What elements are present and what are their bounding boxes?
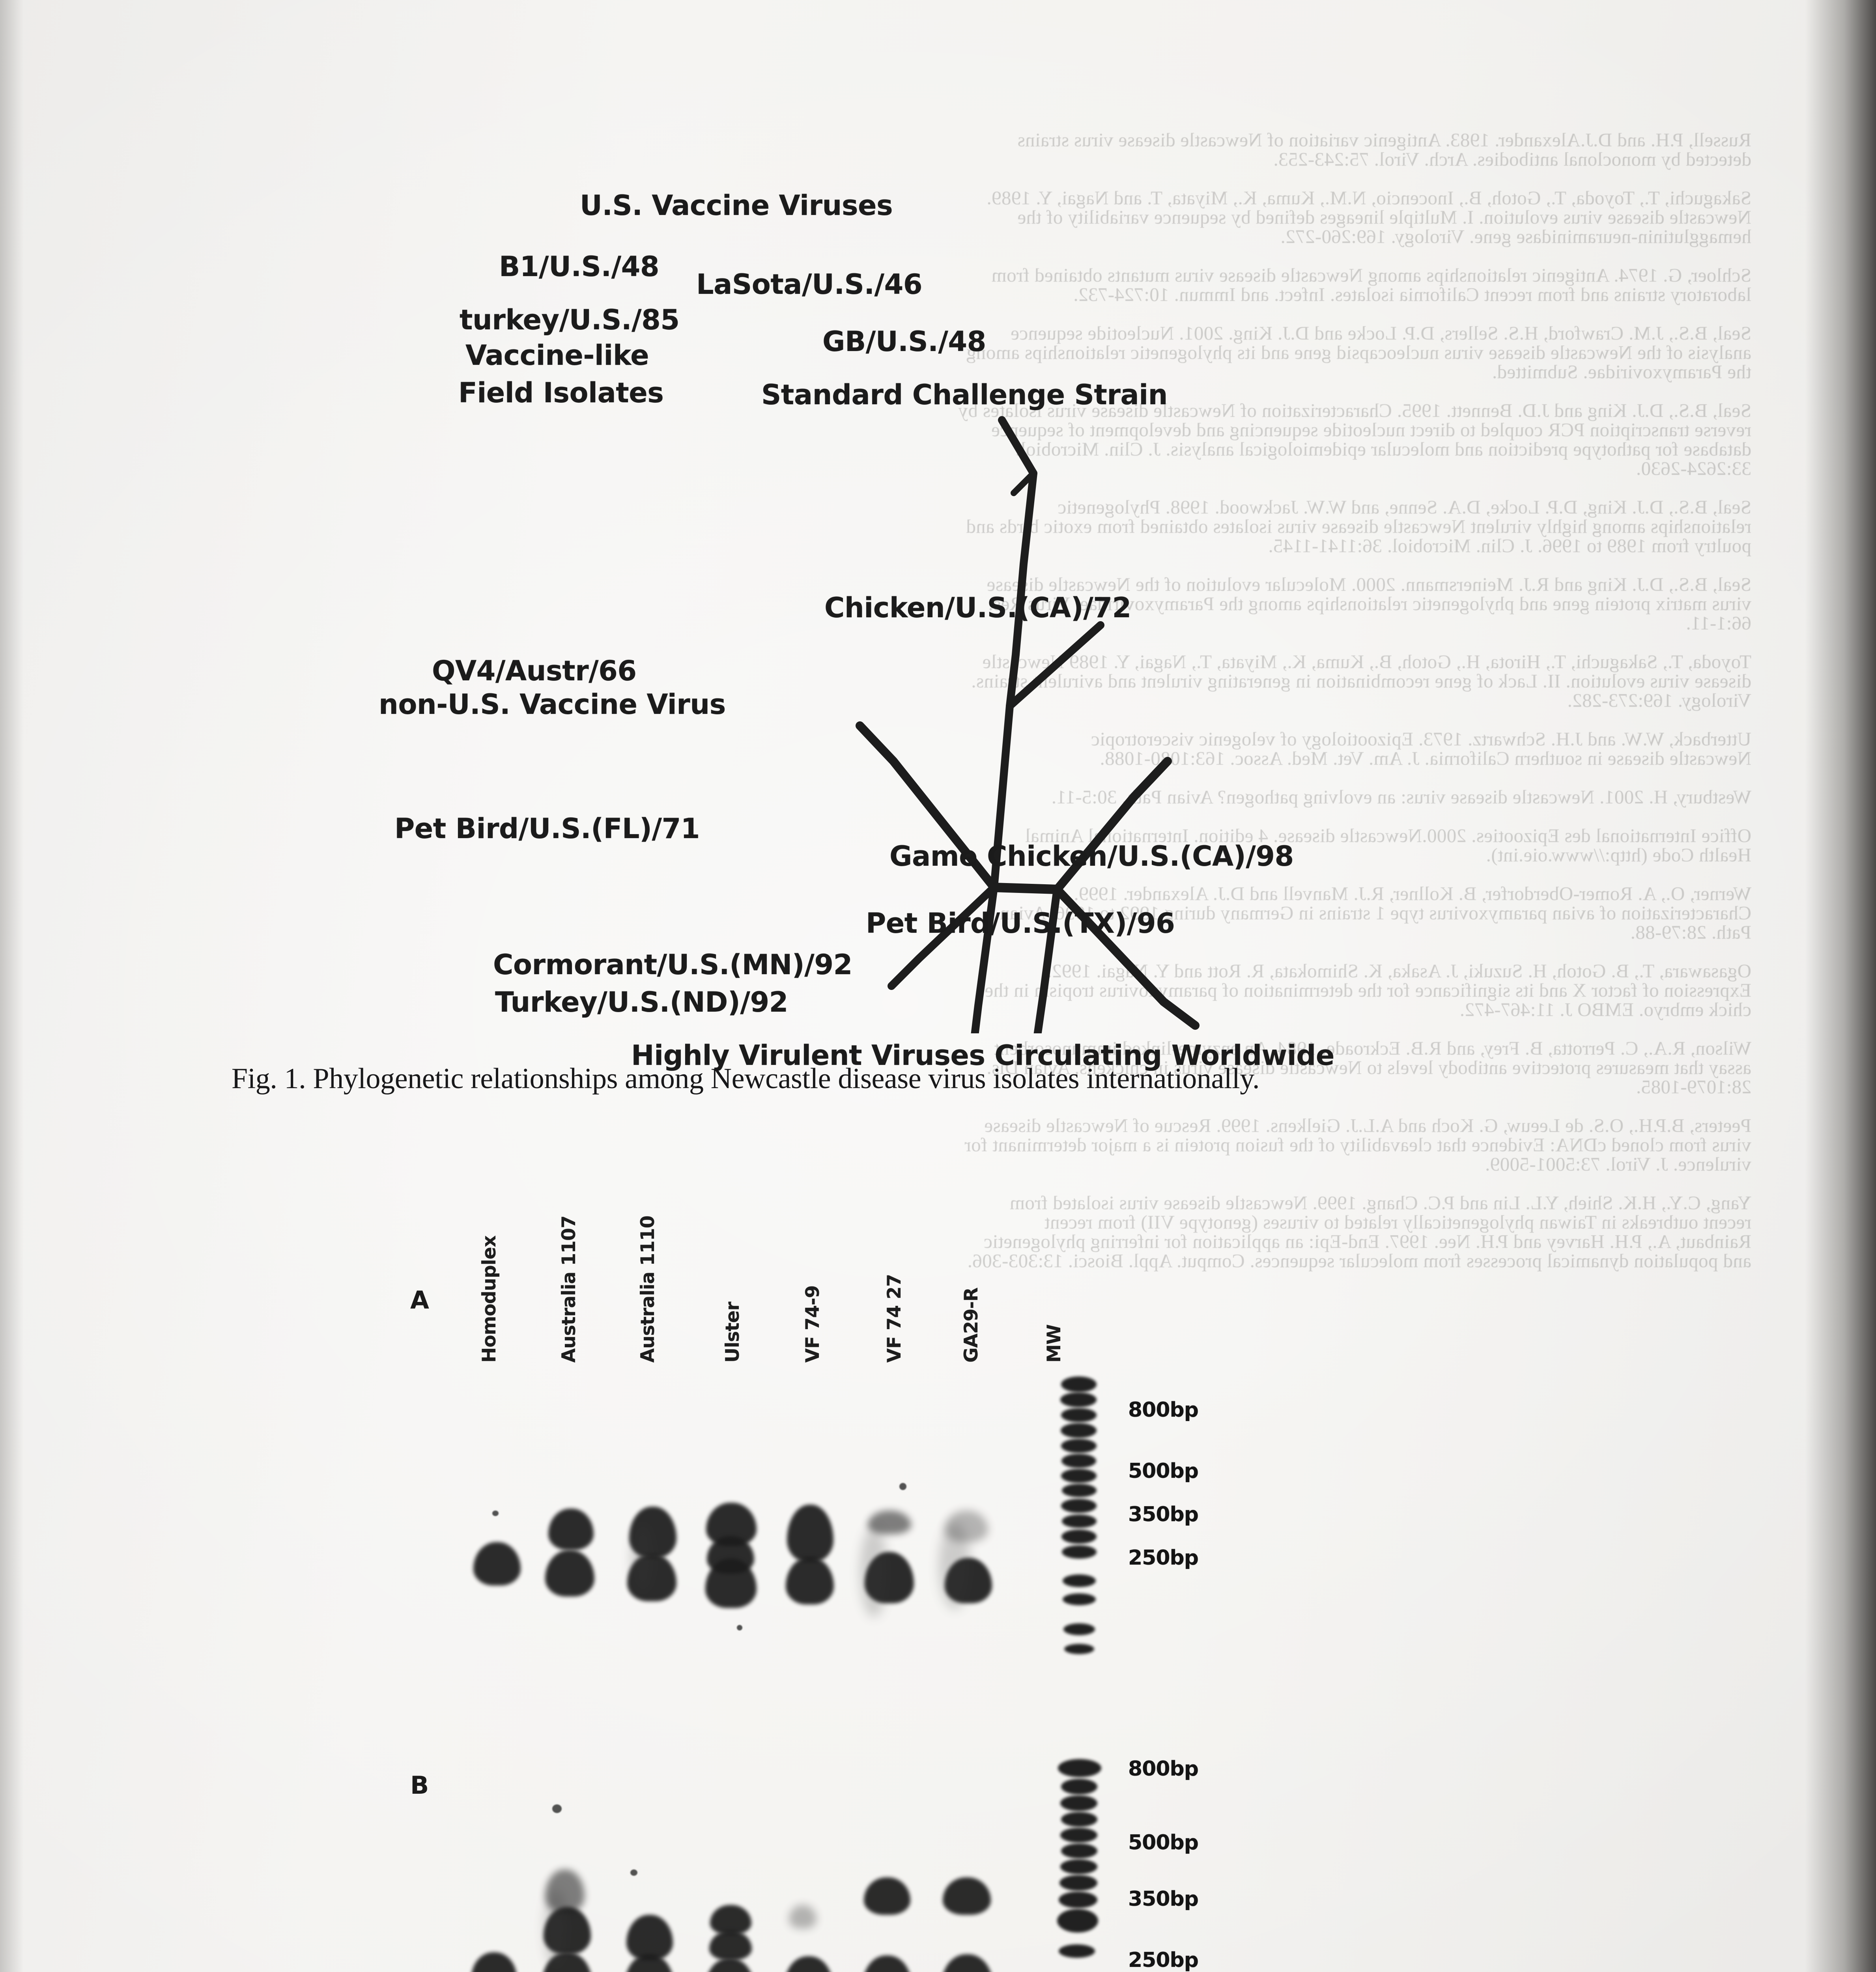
- panel-a-lane-label-vf7427: VF 74 27: [884, 1274, 905, 1363]
- tree-group-non-us-vaccine: non-U.S. Vaccine Virus: [379, 688, 726, 721]
- panel-a-marker-350bp: 350bp: [1128, 1503, 1199, 1526]
- figure-1-caption: Fig. 1. Phylogenetic relationships among…: [231, 1063, 1260, 1095]
- panel-a-lane-label-homoduplex: Homoduplex: [478, 1236, 500, 1363]
- tree-group-vaccine-like: Vaccine-like: [465, 339, 649, 372]
- tree-taxon-petbird-tx-96: Pet Bird/U.S.(TX)/96: [866, 907, 1175, 939]
- tree-taxon-cormorant: Cormorant/U.S.(MN)/92: [493, 949, 852, 981]
- tree-taxon-petbird-fl-71: Pet Bird/U.S.(FL)/71: [394, 812, 700, 845]
- phylogenetic-tree-branches: [856, 416, 1200, 1033]
- panel-a-lane-label-vf74-9: VF 74-9: [802, 1285, 824, 1363]
- show-through-line: [71, 1096, 1751, 1116]
- tree-taxon-turkey-nd-92: Turkey/U.S.(ND)/92: [495, 986, 788, 1018]
- panel-a-lane-label-australia1107: Australia 1107: [558, 1216, 580, 1363]
- panel-a-lane-label-ulster: Ulster: [722, 1302, 744, 1363]
- panel-a-marker-500bp: 500bp: [1128, 1459, 1199, 1483]
- tree-group-heading-top: U.S. Vaccine Viruses: [580, 189, 893, 222]
- tree-taxon-gamechicken: Game Chicken/U.S.(CA)/98: [889, 840, 1294, 872]
- tree-group-field-isolates: Field Isolates: [458, 377, 664, 409]
- tree-taxon-turkey85: turkey/U.S./85: [460, 304, 680, 336]
- tree-taxon-lasota: LaSota/U.S./46: [696, 268, 923, 301]
- panel-a-lane-label-australia1110: Australia 1110: [637, 1216, 659, 1363]
- panel-b-marker-500bp: 500bp: [1128, 1831, 1199, 1854]
- figure-2: A Homoduplex Australia 1107 Australia 11…: [0, 1156, 1876, 1972]
- figure-1: U.S. Vaccine Viruses B1/U.S./48 LaSota/U…: [0, 146, 1876, 1072]
- panel-a-marker-800bp: 800bp: [1128, 1398, 1199, 1422]
- tree-taxon-gb48: GB/U.S./48: [822, 325, 986, 358]
- tree-taxon-qv4: QV4/Austr/66: [432, 655, 637, 687]
- tree-taxon-chicken-ca-72: Chicken/U.S.(CA)/72: [824, 592, 1131, 624]
- tree-group-standard-challenge: Standard Challenge Strain: [761, 379, 1168, 411]
- panel-a-lane-label-ga29r: GA29-R: [960, 1287, 982, 1363]
- tree-group-highly-virulent: Highly Virulent Viruses Circulating Worl…: [631, 1039, 1334, 1072]
- panel-a-lane-label-mw: MW: [1043, 1324, 1065, 1363]
- panel-b-letter: B: [410, 1771, 429, 1800]
- tree-taxon-b1: B1/U.S./48: [499, 250, 660, 283]
- show-through-line: virus from cloned cDNA: Evidence that cl…: [964, 1134, 1751, 1156]
- panel-a-marker-250bp: 250bp: [1128, 1546, 1199, 1570]
- panel-b-marker-250bp: 250bp: [1128, 1948, 1199, 1972]
- show-through-line: Peeters, B.P.H., O.S. de Leeuw, G. Koch …: [984, 1115, 1751, 1136]
- panel-b-marker-350bp: 350bp: [1128, 1887, 1199, 1911]
- panel-a-letter: A: [410, 1286, 429, 1315]
- panel-b-marker-800bp: 800bp: [1128, 1757, 1199, 1781]
